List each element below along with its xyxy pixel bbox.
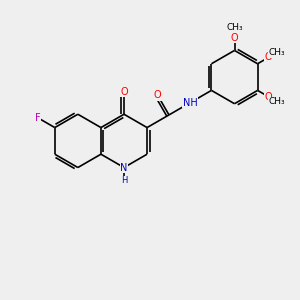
Text: F: F: [35, 112, 40, 123]
Text: O: O: [231, 33, 238, 43]
Text: CH₃: CH₃: [269, 48, 286, 57]
Text: CH₃: CH₃: [269, 97, 286, 106]
Text: O: O: [265, 92, 272, 102]
Text: O: O: [120, 87, 128, 97]
Text: H: H: [121, 176, 127, 185]
Text: O: O: [154, 90, 161, 100]
Text: NH: NH: [183, 98, 198, 108]
Text: N: N: [120, 163, 128, 172]
Text: CH₃: CH₃: [226, 23, 243, 32]
Text: O: O: [265, 52, 272, 62]
